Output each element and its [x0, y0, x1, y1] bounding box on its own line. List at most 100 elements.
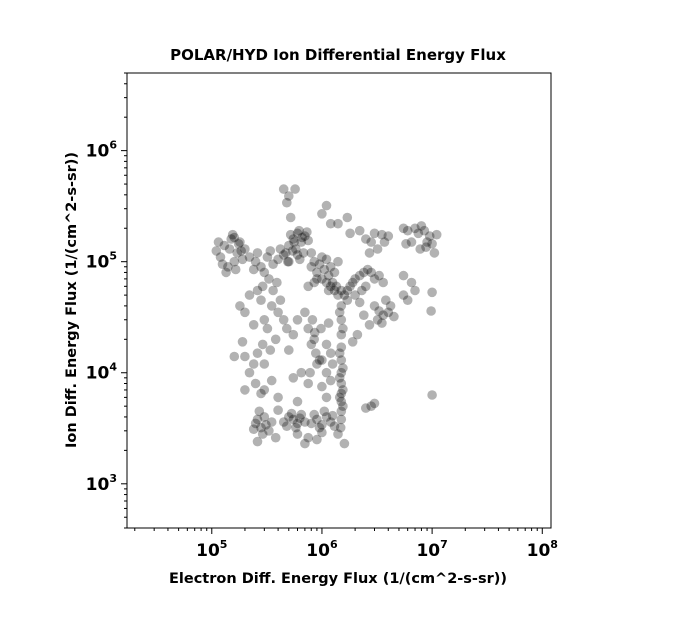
data-point	[325, 348, 336, 359]
data-point	[223, 262, 233, 272]
y-tick-label: 104	[86, 361, 118, 384]
data-point	[336, 355, 347, 365]
data-point	[300, 438, 310, 449]
data-point	[259, 412, 270, 422]
data-point	[372, 244, 383, 254]
data-point	[252, 414, 263, 425]
data-point	[329, 285, 340, 296]
data-point	[335, 422, 346, 433]
data-point	[378, 310, 389, 321]
data-point	[273, 254, 283, 265]
data-point	[311, 348, 321, 359]
data-point	[282, 197, 292, 208]
data-point	[240, 351, 250, 362]
data-point	[369, 274, 380, 284]
data-point	[272, 277, 282, 288]
data-point	[259, 385, 270, 395]
data-point	[410, 285, 420, 296]
data-point	[339, 290, 350, 300]
data-point	[321, 254, 332, 265]
data-point	[339, 438, 350, 449]
data-point	[307, 315, 318, 325]
data-point	[398, 223, 409, 234]
data-point	[254, 406, 265, 417]
data-point	[377, 229, 387, 240]
data-point	[259, 315, 270, 325]
data-point	[312, 414, 322, 425]
data-point	[317, 420, 327, 430]
plot-frame	[126, 72, 552, 529]
data-point	[347, 337, 358, 347]
data-point	[219, 240, 230, 251]
data-point	[327, 277, 338, 288]
data-point	[317, 427, 327, 438]
data-point	[354, 270, 365, 281]
data-point	[316, 323, 326, 334]
data-point	[266, 417, 277, 427]
data-point	[338, 385, 348, 395]
data-point	[312, 267, 322, 278]
data-point	[287, 246, 298, 256]
data-point	[235, 237, 245, 247]
data-point	[314, 422, 325, 433]
data-point	[321, 367, 332, 378]
data-point	[256, 262, 266, 272]
data-point	[323, 285, 334, 296]
data-point	[378, 277, 389, 288]
data-point	[291, 422, 301, 433]
data-point	[250, 256, 261, 267]
data-point	[273, 307, 283, 318]
data-point	[233, 239, 244, 249]
data-point	[336, 396, 347, 407]
data-point	[354, 297, 365, 308]
data-point	[235, 301, 245, 311]
data-point	[266, 301, 277, 311]
data-point	[354, 225, 365, 236]
data-point	[333, 290, 343, 300]
data-point	[333, 218, 343, 229]
data-point	[294, 225, 304, 236]
data-point	[244, 290, 255, 300]
data-point	[282, 421, 292, 432]
data-point	[336, 315, 347, 325]
data-point	[336, 329, 347, 340]
data-point	[288, 373, 299, 383]
data-point	[281, 248, 291, 258]
data-point	[406, 237, 417, 247]
data-point	[336, 342, 347, 353]
data-point	[250, 418, 261, 429]
data-point	[252, 248, 263, 258]
data-point	[317, 381, 327, 392]
y-tick-label: 103	[86, 472, 117, 495]
data-point	[327, 359, 338, 369]
data-point	[303, 281, 314, 292]
data-point	[248, 424, 259, 435]
data-point	[338, 323, 348, 334]
data-point	[288, 234, 299, 244]
data-point	[317, 252, 327, 262]
data-point	[268, 285, 278, 296]
data-point	[265, 345, 276, 355]
data-point	[415, 244, 426, 254]
data-point	[303, 323, 314, 334]
x-axis: 105 106 107 108	[134, 528, 558, 561]
data-point	[334, 348, 345, 359]
data-point	[262, 323, 273, 334]
data-point	[327, 410, 338, 421]
data-point	[288, 414, 299, 425]
data-point	[385, 301, 396, 311]
data-point	[431, 229, 442, 240]
data-point	[333, 429, 343, 439]
data-point	[309, 256, 320, 267]
data-point	[285, 212, 296, 223]
data-point	[211, 246, 222, 256]
data-point	[426, 306, 436, 316]
data-point	[264, 274, 274, 284]
data-point	[317, 274, 327, 284]
data-point	[230, 264, 241, 275]
data-point	[278, 315, 289, 325]
data-point	[345, 228, 355, 239]
data-point	[336, 285, 347, 296]
data-point	[259, 359, 270, 369]
data-point	[256, 295, 266, 306]
